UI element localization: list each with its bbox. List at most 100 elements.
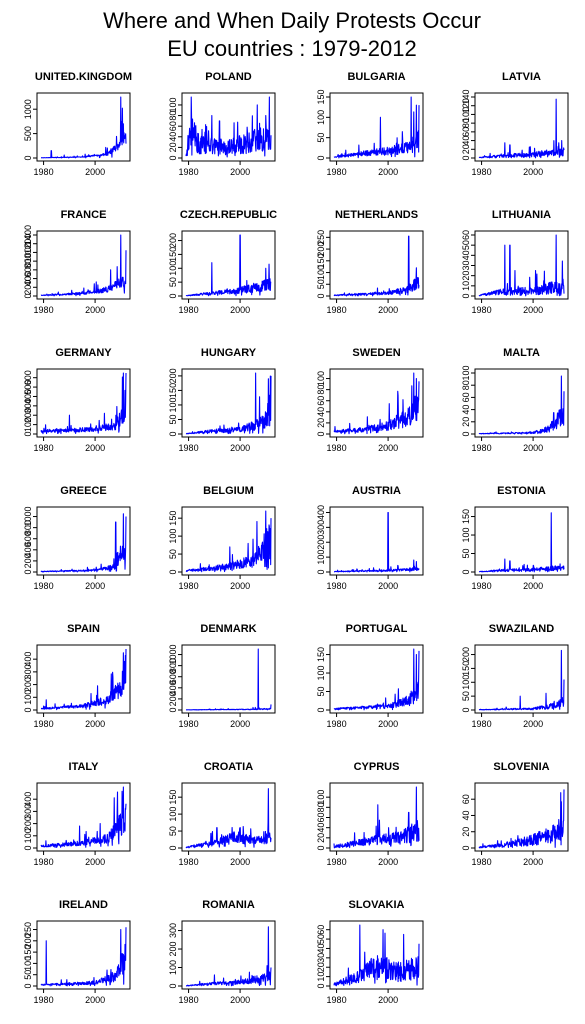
x-tick-label: 1980 — [34, 995, 54, 1005]
y-tick-label: 1400 — [23, 225, 33, 245]
y-tick-label: 400 — [168, 680, 178, 695]
y-tick-label: 50 — [316, 279, 326, 289]
plot-frame — [181, 506, 276, 576]
y-tick-label: 100 — [168, 960, 178, 975]
y-tick-label: 80 — [168, 111, 178, 121]
y-tick-label: 300 — [23, 398, 33, 413]
y-tick-label: 0 — [461, 845, 471, 850]
series-line — [40, 372, 127, 435]
series-line — [333, 235, 420, 297]
x-tick-label: 2000 — [378, 305, 398, 315]
panel-title: SLOVENIA — [493, 761, 549, 773]
y-tick-label: 800 — [23, 520, 33, 535]
x-tick-label: 1980 — [179, 857, 199, 867]
panel-title: CROATIA — [204, 761, 253, 773]
x-tick-label: 1980 — [34, 857, 54, 867]
x-tick-label: 1980 — [327, 443, 347, 453]
y-tick-label: 100 — [23, 690, 33, 705]
y-tick-label: 200 — [316, 535, 326, 550]
x-tick-label: 2000 — [85, 581, 105, 591]
y-tick-label: 100 — [168, 97, 178, 112]
plot-frame — [36, 230, 131, 300]
x-tick-label: 2000 — [378, 995, 398, 1005]
series-line — [333, 372, 420, 435]
x-tick-label: 1980 — [34, 581, 54, 591]
y-tick-label: 500 — [23, 380, 33, 395]
y-tick-label: 30 — [461, 260, 471, 270]
x-tick-label: 2000 — [85, 719, 105, 729]
y-tick-label: 20 — [316, 962, 326, 972]
plot-frame — [329, 644, 424, 714]
y-tick-label: 500 — [23, 126, 33, 141]
y-tick-label: 150 — [461, 509, 471, 524]
y-tick-label: 150 — [316, 253, 326, 268]
panel-title: CYPRUS — [354, 761, 400, 773]
y-tick-label: 50 — [461, 549, 471, 559]
y-tick-label: 50 — [168, 549, 178, 559]
y-tick-label: 40 — [168, 132, 178, 142]
y-tick-label: 100 — [461, 528, 471, 543]
y-tick-label: 40 — [461, 250, 471, 260]
plot-frame — [329, 230, 424, 300]
series-line — [185, 788, 272, 849]
x-tick-label: 2000 — [85, 857, 105, 867]
chart-title-line1: Where and When Daily Protests Occur — [103, 8, 481, 33]
y-tick-label: 60 — [461, 127, 471, 137]
plot-frame — [181, 92, 276, 162]
y-tick-label: 40 — [461, 136, 471, 146]
plot-frame — [474, 92, 569, 162]
y-tick-label: 250 — [23, 922, 33, 937]
y-tick-label: 400 — [23, 271, 33, 286]
plot-frame — [36, 920, 131, 990]
y-tick-label: 400 — [316, 505, 326, 520]
y-tick-label: 60 — [461, 392, 471, 402]
y-tick-label: 150 — [168, 383, 178, 398]
panel-title: POLAND — [205, 71, 252, 83]
series-line — [40, 648, 127, 711]
panel-title: HUNGARY — [201, 347, 257, 359]
y-tick-label: 250 — [316, 230, 326, 245]
panel-title: PORTUGAL — [346, 623, 408, 635]
y-tick-label: 400 — [23, 792, 33, 807]
plot-frame — [329, 920, 424, 990]
y-tick-label: 0 — [23, 983, 33, 988]
plot-frame — [329, 92, 424, 162]
y-tick-label: 800 — [23, 254, 33, 269]
panel-belgium: BELGIUM 1980 2000 0 50 100 150 — [168, 485, 276, 591]
y-tick-label: 800 — [168, 658, 178, 673]
y-tick-label: 0 — [461, 155, 471, 160]
series-line — [333, 924, 420, 987]
x-tick-label: 2000 — [378, 581, 398, 591]
x-tick-label: 1980 — [34, 443, 54, 453]
panel-title: LITHUANIA — [492, 209, 551, 221]
panel-title: AUSTRIA — [352, 485, 401, 497]
y-tick-label: 0 — [168, 707, 178, 712]
y-tick-label: 200 — [316, 242, 326, 257]
y-tick-label: 200 — [23, 933, 33, 948]
series-line — [478, 98, 565, 159]
y-tick-label: 0 — [316, 983, 326, 988]
y-tick-label: 100 — [168, 261, 178, 276]
y-tick-label: 10 — [316, 972, 326, 982]
series-line — [333, 96, 420, 159]
panel-romania: ROMANIA 1980 2000 0 100 200 300 — [168, 899, 276, 1005]
panel-slovenia: SLOVENIA 1980 2000 0 20 40 60 — [461, 761, 569, 867]
y-tick-label: 200 — [23, 816, 33, 831]
y-tick-label: 600 — [23, 531, 33, 546]
y-tick-label: 60 — [168, 121, 178, 131]
series-line — [185, 926, 272, 987]
series-line — [185, 234, 272, 297]
y-tick-label: 150 — [168, 247, 178, 262]
y-tick-label: 150 — [316, 647, 326, 662]
y-tick-label: 40 — [316, 823, 326, 833]
y-tick-label: 200 — [23, 280, 33, 295]
x-tick-label: 2000 — [230, 581, 250, 591]
y-tick-label: 200 — [23, 408, 33, 423]
y-tick-label: 100 — [168, 807, 178, 822]
plot-frame — [36, 368, 131, 438]
y-tick-label: 50 — [316, 687, 326, 697]
y-tick-label: 100 — [316, 550, 326, 565]
